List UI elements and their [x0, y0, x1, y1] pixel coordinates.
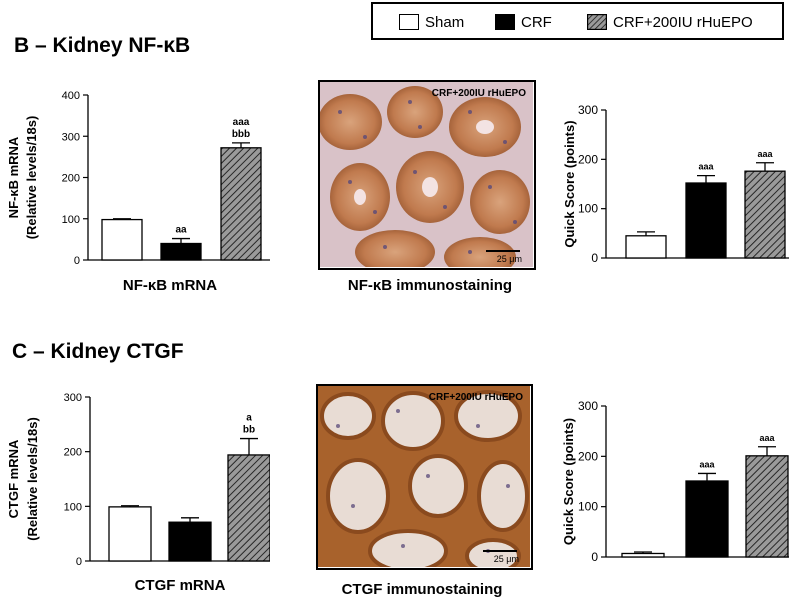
y-axis-label: NF-κB mRNA	[6, 136, 21, 218]
chart-ctgf-mrna: 0 100 200 300 CTGF mRNA (Relative levels/18s)…	[6, 392, 270, 568]
significance-label: aaa	[698, 162, 714, 172]
bar-crf-200iu-rhuepo	[744, 170, 786, 259]
y-tick-label: 300	[578, 103, 598, 117]
significance-label: aaa	[757, 149, 773, 159]
y-tick-label: 200	[578, 449, 598, 463]
nfkb-mrna-caption: NF-κB mRNA	[122, 277, 218, 294]
y-tick-label: 100	[578, 500, 598, 514]
ctgf-micrograph-image	[318, 386, 530, 568]
y-axis-label: (Relative levels/18s)	[24, 116, 39, 240]
y-tick-label: 0	[76, 556, 82, 568]
bar-crf	[160, 242, 202, 261]
nfkb-micrograph: CRF+200IU rHuEPO 25 μm	[318, 80, 536, 270]
bar-crf	[168, 521, 212, 562]
bar-crf	[685, 182, 727, 259]
legend-label-epo: CRF+200IU rHuEPO	[613, 13, 753, 31]
legend-item-crf: CRF	[495, 12, 552, 32]
y-tick-label: 100	[578, 202, 598, 216]
section-b-title: B – Kidney NF-κB	[14, 34, 191, 57]
nfkb-scale-bar	[486, 250, 520, 252]
legend-item-epo: CRF+200IU rHuEPO	[587, 12, 753, 32]
legend-swatch-crf	[495, 14, 515, 30]
legend-swatch-epo	[587, 14, 607, 30]
y-axis-label: (Relative levels/18s)	[25, 417, 40, 541]
y-tick-label: 0	[74, 255, 80, 267]
chart-nfkb-mrna: 0 100 200 300 400 NF-κB mRNA (Relative levels/…	[6, 90, 270, 267]
bar-sham	[621, 552, 665, 558]
bar-crf-200iu-rhuepo	[220, 147, 262, 261]
legend-label-sham: Sham	[425, 13, 465, 31]
y-tick-label: 0	[591, 550, 598, 564]
significance-label: aaa	[759, 433, 775, 443]
ctgf-mrna-caption: CTGF mRNA	[134, 577, 226, 594]
ctgf-scale-bar	[483, 550, 517, 552]
nfkb-scale-label: 25 μm	[496, 254, 522, 264]
significance-label: bbb	[232, 129, 250, 140]
ctgf-scale-label: 25 μm	[493, 554, 519, 564]
y-tick-label: 0	[591, 251, 598, 265]
y-tick-label: 200	[578, 152, 598, 166]
significance-label: bb	[243, 425, 255, 436]
y-tick-label: 100	[64, 501, 82, 513]
y-axis-label: Quick Score (points)	[562, 120, 577, 247]
y-tick-label: 100	[62, 214, 80, 226]
y-tick-label: 300	[578, 399, 598, 413]
y-tick-label: 300	[64, 392, 82, 404]
significance-label: a	[246, 413, 252, 424]
legend-item-sham: Sham	[399, 12, 464, 32]
bar-sham	[625, 235, 667, 259]
bar-sham	[101, 218, 143, 261]
y-tick-label: 200	[62, 173, 80, 185]
legend-swatch-sham	[399, 14, 419, 30]
bar-sham	[108, 506, 152, 562]
y-tick-label: 300	[62, 131, 80, 143]
legend: Sham CRF CRF+200IU rHuEPO	[371, 2, 784, 40]
bar-crf-200iu-rhuepo	[227, 454, 270, 562]
significance-label: aaa	[233, 117, 250, 128]
bar-crf	[685, 480, 729, 558]
legend-label-crf: CRF	[521, 13, 552, 31]
nfkb-micrograph-image	[320, 82, 533, 268]
y-tick-label: 400	[62, 90, 80, 102]
y-axis-label: CTGF mRNA	[6, 439, 21, 518]
ctgf-micrograph: CRF+200IU rHuEPO 25 μm	[316, 384, 533, 570]
bar-crf-200iu-rhuepo	[745, 455, 789, 558]
nfkb-stain-caption: NF-κB immunostaining	[347, 277, 513, 294]
nfkb-micrograph-label: CRF+200IU rHuEPO	[431, 88, 526, 99]
ctgf-micrograph-label: CRF+200IU rHuEPO	[428, 392, 523, 403]
y-axis-label: Quick Score (points)	[561, 418, 576, 545]
significance-label: aaa	[699, 459, 715, 469]
ctgf-stain-caption: CTGF immunostaining	[341, 581, 503, 598]
y-tick-label: 200	[64, 447, 82, 459]
significance-label: aa	[175, 225, 187, 236]
section-c-title: C – Kidney CTGF	[12, 340, 184, 363]
